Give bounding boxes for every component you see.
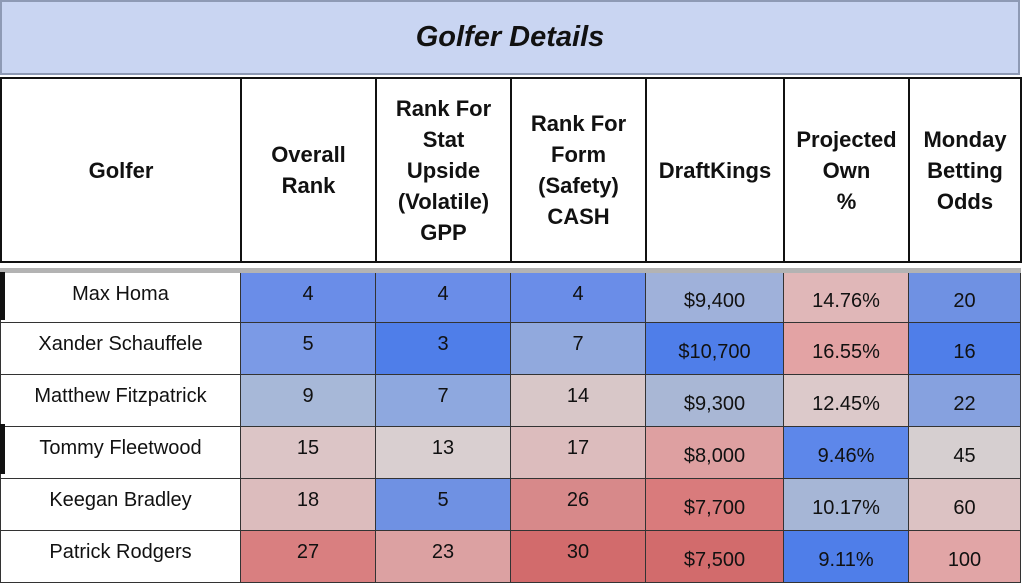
header-text: CASH	[547, 204, 610, 229]
header-text: Projected	[796, 126, 897, 152]
header-overall-rank: Overall Rank	[240, 77, 377, 263]
header-text: Odds	[936, 188, 994, 214]
header-text: Golfer	[88, 157, 154, 183]
overall-rank-cell: 5	[240, 322, 376, 375]
form-rank-cell: 7	[510, 322, 646, 375]
stat-upside-rank-cell: 7	[375, 374, 511, 427]
header-draftkings: DraftKings	[645, 77, 785, 263]
stat-upside-rank-cell: 3	[375, 322, 511, 375]
stat-upside-rank-cell: 4	[375, 270, 511, 323]
row-marker	[0, 272, 5, 320]
table-row: Keegan Bradley 18 5 26 $7,700 10.17% 60	[0, 478, 1021, 531]
table-row: Xander Schauffele 5 3 7 $10,700 16.55% 16	[0, 322, 1021, 375]
table-row: Tommy Fleetwood 15 13 17 $8,000 9.46% 45	[0, 426, 1021, 479]
header-text: Monday	[923, 126, 1007, 152]
header-text: Betting	[927, 157, 1003, 183]
overall-rank-cell: 27	[240, 530, 376, 583]
draftkings-salary-cell: $8,000	[645, 426, 784, 479]
table-row: Patrick Rodgers 27 23 30 $7,500 9.11% 100	[0, 530, 1021, 583]
header-text: Form	[551, 142, 606, 167]
header-text: Stat	[422, 126, 465, 152]
form-rank-cell: 26	[510, 478, 646, 531]
form-rank-cell: 17	[510, 426, 646, 479]
draftkings-salary-cell: $7,500	[645, 530, 784, 583]
form-rank-cell: 30	[510, 530, 646, 583]
sheet-title: Golfer Details	[0, 0, 1020, 75]
betting-odds-cell: 45	[908, 426, 1021, 479]
header-text: Rank For	[395, 95, 492, 121]
header-projected-own: Projected Own%	[783, 77, 910, 263]
header-text: Rank For	[530, 111, 627, 136]
golfer-name-cell: Keegan Bradley	[0, 478, 241, 531]
betting-odds-cell: 100	[908, 530, 1021, 583]
header-text: Own	[822, 157, 871, 183]
header-text: Rank	[281, 173, 336, 198]
golfer-name-cell: Tommy Fleetwood	[0, 426, 241, 479]
header-text: Overall	[271, 142, 346, 167]
table-row: Matthew Fitzpatrick 9 7 14 $9,300 12.45% 22	[0, 374, 1021, 427]
stat-upside-rank-cell: 23	[375, 530, 511, 583]
stat-upside-rank-cell: 13	[375, 426, 511, 479]
golfer-name-cell: Xander Schauffele	[0, 322, 241, 375]
golfer-name-cell: Matthew Fitzpatrick	[0, 374, 241, 427]
stat-upside-rank-cell: 5	[375, 478, 511, 531]
form-rank-cell: 14	[510, 374, 646, 427]
projected-own-cell: 14.76%	[783, 270, 909, 323]
header-text: DraftKings	[658, 157, 772, 183]
header-text: Upside	[406, 157, 481, 183]
header-table: Golfer Overall Rank Rank For Stat Upside (Vo…	[0, 77, 1022, 263]
header-text: %	[836, 188, 857, 214]
header-betting-odds: Monday Betting Odds	[908, 77, 1022, 263]
overall-rank-cell: 9	[240, 374, 376, 427]
projected-own-cell: 10.17%	[783, 478, 909, 531]
overall-rank-cell: 4	[240, 270, 376, 323]
table-row: Max Homa 4 4 4 $9,400 14.76% 20	[0, 270, 1021, 323]
header-stat-upside-rank: Rank For Stat Upside (Volatile) GPP	[375, 77, 512, 263]
overall-rank-cell: 15	[240, 426, 376, 479]
golfer-name-cell: Max Homa	[0, 270, 241, 323]
row-marker	[0, 424, 5, 474]
projected-own-cell: 9.11%	[783, 530, 909, 583]
golfer-rows: Max Homa 4 4 4 $9,400 14.76% 20 Xander Schauffe…	[0, 270, 1021, 583]
form-rank-cell: 4	[510, 270, 646, 323]
betting-odds-cell: 60	[908, 478, 1021, 531]
header-row: Golfer Overall Rank Rank For Stat Upside (Vo…	[0, 77, 1022, 263]
header-form-rank: Rank For Form (Safety) CASH	[510, 77, 647, 263]
projected-own-cell: 12.45%	[783, 374, 909, 427]
golfer-table: Max Homa 4 4 4 $9,400 14.76% 20 Xander Schauffe…	[0, 268, 1021, 583]
betting-odds-cell: 16	[908, 322, 1021, 375]
golfer-name-cell: Patrick Rodgers	[0, 530, 241, 583]
header-golfer: Golfer	[0, 77, 242, 263]
header-text: (Volatile)	[397, 188, 490, 214]
betting-odds-cell: 22	[908, 374, 1021, 427]
projected-own-cell: 16.55%	[783, 322, 909, 375]
overall-rank-cell: 18	[240, 478, 376, 531]
draftkings-salary-cell: $9,300	[645, 374, 784, 427]
projected-own-cell: 9.46%	[783, 426, 909, 479]
draftkings-salary-cell: $10,700	[645, 322, 784, 375]
draftkings-salary-cell: $7,700	[645, 478, 784, 531]
betting-odds-cell: 20	[908, 270, 1021, 323]
header-text: GPP	[420, 219, 467, 245]
draftkings-salary-cell: $9,400	[645, 270, 784, 323]
header-text: (Safety)	[538, 173, 619, 198]
